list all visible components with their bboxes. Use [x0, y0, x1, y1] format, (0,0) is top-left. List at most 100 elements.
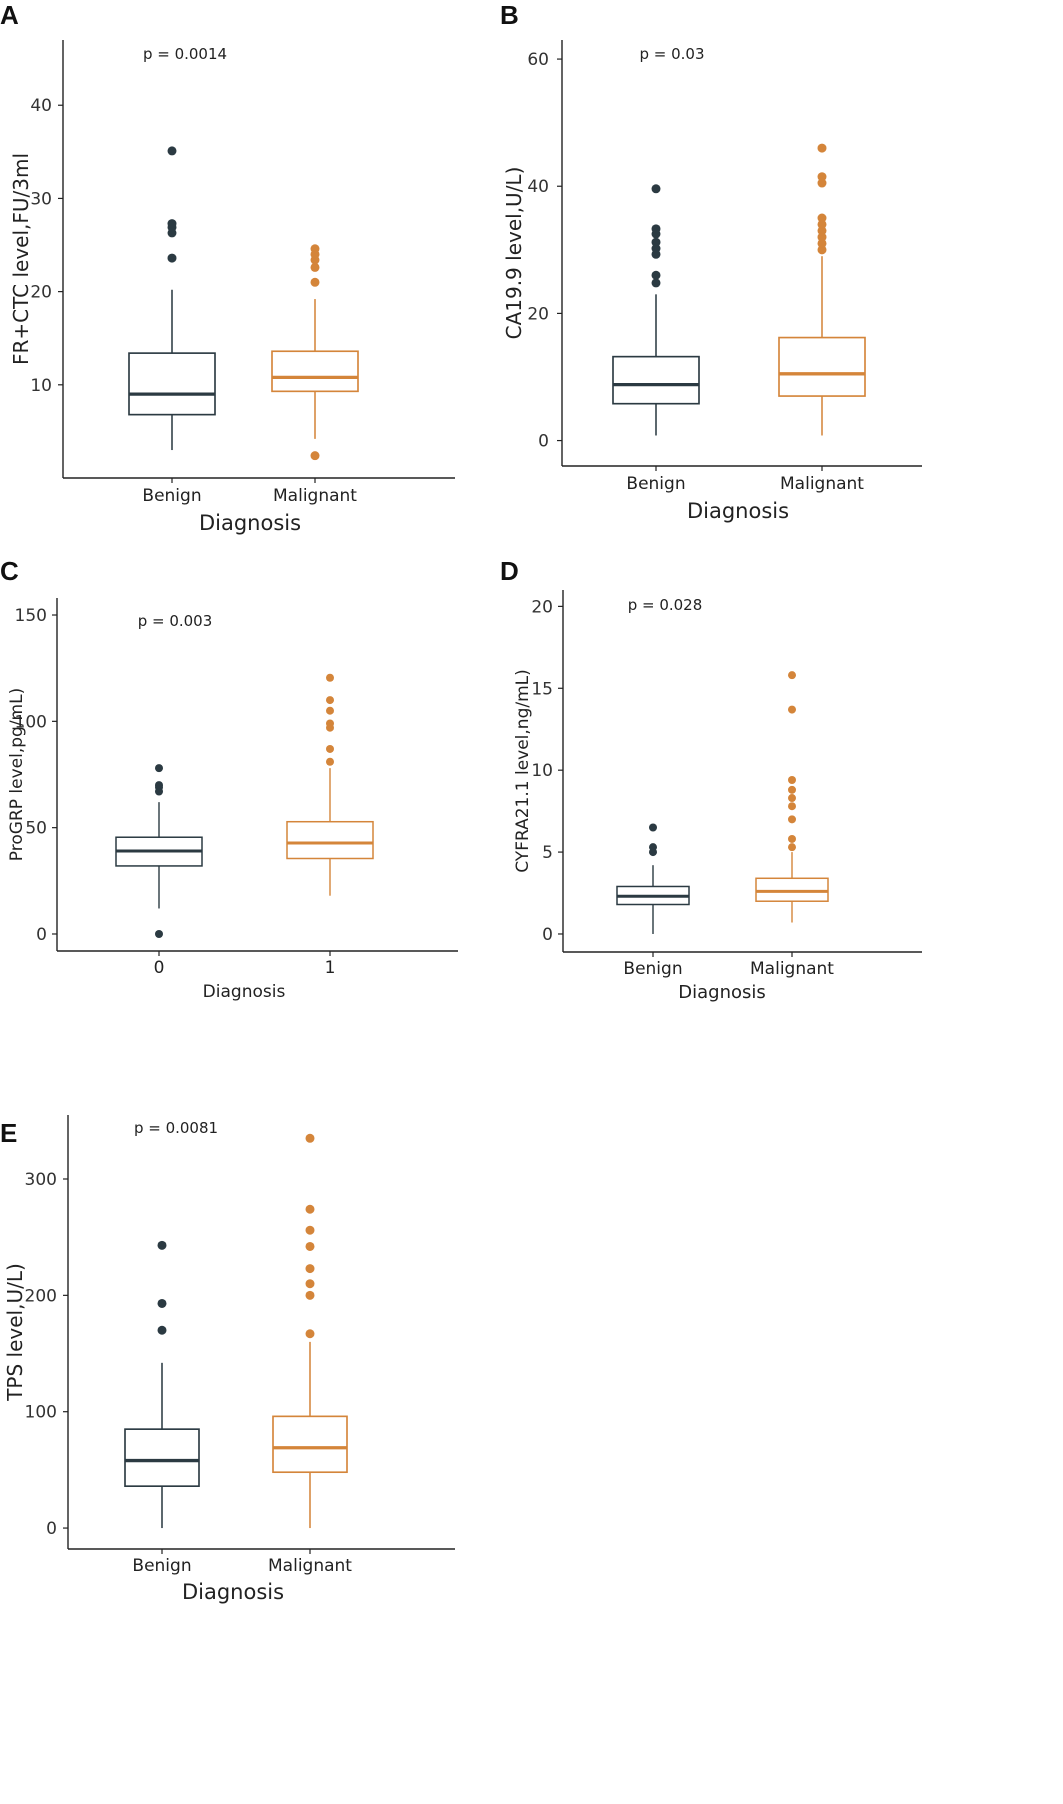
x-tick-label: 0: [154, 958, 165, 978]
outlier-point: [305, 1225, 315, 1235]
x-tick-label: Malignant: [780, 474, 864, 494]
outlier-point: [310, 451, 320, 461]
outlier-point: [167, 146, 177, 156]
box-benign: [115, 764, 203, 938]
outlier-point: [649, 843, 657, 852]
outlier-point: [155, 929, 163, 938]
y-axis-title: TPS level,U/L): [3, 1263, 27, 1402]
outlier-point: [788, 794, 796, 803]
outlier-point: [817, 226, 827, 236]
x-tick-label: Benign: [132, 1556, 191, 1576]
outlier-point: [817, 178, 827, 188]
panel-letter: E: [0, 1118, 17, 1148]
y-tick-label: 300: [25, 1170, 57, 1190]
y-tick-label: 150: [15, 606, 47, 626]
box-malignant: [271, 244, 359, 461]
outlier-point: [651, 184, 661, 194]
outlier-point: [649, 823, 657, 832]
y-tick-label: 60: [527, 50, 549, 70]
p-value-annotation: p = 0.0014: [143, 45, 227, 63]
p-value-annotation: p = 0.03: [639, 45, 704, 63]
outlier-point: [305, 1204, 315, 1214]
outlier-point: [817, 232, 827, 242]
iqr-box: [271, 350, 359, 393]
panel-b: B 0 20 40 60 Benign Malignant CA19.9 level,U/L)…: [500, 0, 922, 523]
outlier-point: [305, 1264, 315, 1274]
y-tick-label: 20: [30, 283, 52, 303]
y-axis-title: FR+CTC level,FU/3ml: [9, 153, 33, 365]
outlier-point: [788, 815, 796, 824]
x-axis-title: Diagnosis: [182, 1580, 284, 1604]
outlier-point: [651, 224, 661, 234]
outlier-point: [157, 1240, 167, 1250]
iqr-box: [778, 336, 866, 397]
outlier-point: [305, 1279, 315, 1289]
x-tick-label: Benign: [626, 474, 685, 494]
outlier-point: [305, 1290, 315, 1300]
panel-letter: A: [0, 0, 19, 30]
y-axis-title: CYFRA21.1 level,ng/mL): [513, 669, 533, 873]
y-tick-label: 40: [30, 96, 52, 116]
outlier-point: [817, 245, 827, 255]
x-tick-label: Malignant: [268, 1556, 352, 1576]
outlier-point: [326, 706, 334, 715]
y-tick-label: 10: [30, 376, 52, 396]
outlier-point: [305, 1329, 315, 1339]
iqr-box: [124, 1428, 200, 1487]
y-tick-label: 0: [36, 925, 47, 945]
y-tick-label: 50: [25, 819, 47, 839]
p-value-annotation: p = 0.028: [628, 596, 703, 614]
outlier-point: [817, 143, 827, 153]
outlier-point: [326, 673, 334, 682]
outlier-point: [817, 238, 827, 248]
outlier-point: [310, 244, 320, 254]
x-axis-title: Diagnosis: [199, 511, 301, 535]
outlier-point: [651, 278, 661, 288]
panel-a: A 10 20 30 40 Benign Malignant FR+CTC level,FU/…: [0, 0, 455, 535]
outlier-point: [167, 253, 177, 263]
outlier-point: [788, 802, 796, 811]
y-tick-label: 20: [527, 304, 549, 324]
x-tick-label: Malignant: [273, 486, 357, 506]
outlier-point: [817, 219, 827, 229]
y-tick-label: 10: [531, 761, 553, 781]
outlier-point: [788, 843, 796, 852]
y-tick-label: 20: [531, 597, 553, 617]
x-tick-label: Malignant: [750, 959, 834, 979]
outlier-point: [788, 705, 796, 714]
x-tick-label: Benign: [623, 959, 682, 979]
outlier-point: [157, 1298, 167, 1308]
outlier-point: [157, 1325, 167, 1335]
iqr-box: [612, 355, 700, 405]
outlier-point: [817, 213, 827, 223]
outlier-point: [788, 671, 796, 680]
outlier-point: [788, 834, 796, 843]
box-benign: [616, 823, 690, 934]
y-tick-label: 0: [46, 1519, 57, 1539]
y-tick-label: 100: [15, 712, 47, 732]
y-tick-label: 30: [30, 189, 52, 209]
iqr-box: [286, 820, 374, 860]
outlier-point: [651, 237, 661, 247]
outlier-point: [155, 781, 163, 790]
box-benign: [128, 146, 216, 451]
panel-e: E 0 100 200 300 Benign Malignant TPS level,U/L)…: [0, 1115, 455, 1604]
box-malignant: [778, 143, 866, 436]
outlier-point: [326, 719, 334, 728]
outlier-point: [788, 785, 796, 794]
box-malignant: [272, 1133, 348, 1529]
panel-c: C 0 50 100 150 0 1 ProGRP level,pg/mL) Diagnosis…: [0, 556, 458, 1002]
outlier-point: [310, 277, 320, 287]
outlier-point: [326, 757, 334, 766]
outlier-point: [326, 696, 334, 705]
outlier-point: [788, 776, 796, 785]
y-tick-label: 15: [531, 679, 553, 699]
outlier-point: [817, 172, 827, 182]
outlier-point: [305, 1133, 315, 1143]
panel-letter: D: [500, 556, 519, 586]
x-axis-title: Diagnosis: [203, 982, 286, 1002]
outlier-point: [310, 262, 320, 272]
y-tick-label: 5: [542, 843, 553, 863]
x-axis-title: Diagnosis: [687, 499, 789, 523]
